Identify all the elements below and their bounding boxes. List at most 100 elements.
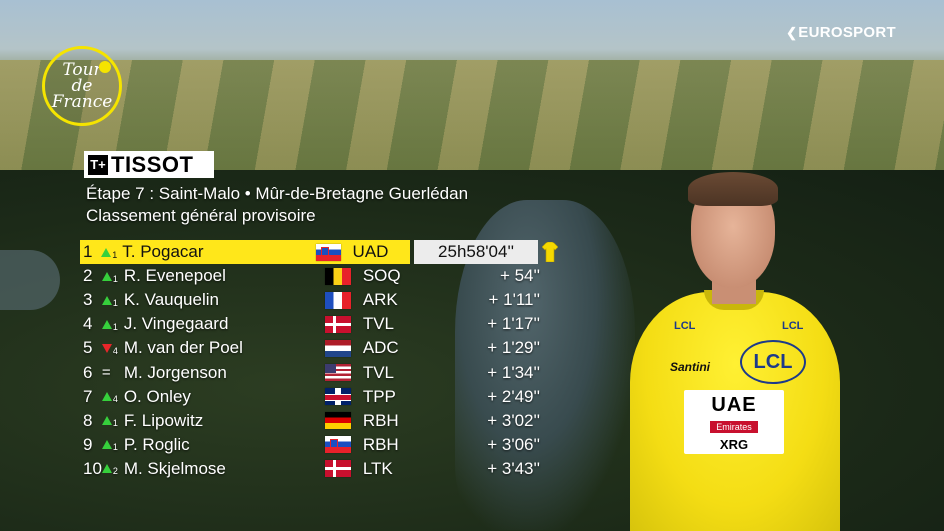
position: 7 — [83, 386, 93, 406]
position: 4 — [83, 314, 93, 334]
time-gap: + 54'' — [499, 266, 541, 286]
arrow-up-icon — [101, 247, 112, 257]
time-gap: + 2'49'' — [487, 386, 541, 406]
arrow-up-icon — [101, 392, 112, 402]
rider-name: M. Skjelmose — [123, 458, 226, 478]
arrow-up-icon — [101, 440, 112, 450]
position-change-count: 4 — [112, 394, 118, 405]
position-change: 4 — [101, 392, 124, 405]
standings-row: 8 1 F. Lipowitz RBH + 3'02'' — [80, 409, 540, 433]
team-code: ADC — [362, 338, 399, 358]
position-change: 4 — [101, 343, 124, 356]
position: 2 — [83, 266, 93, 286]
position-change: 1 — [101, 440, 124, 453]
team-code: RBH — [362, 434, 399, 454]
standings-row: 10 2 M. Skjelmose LTK + 3'43'' — [80, 457, 540, 481]
standings-row: 5 4 M. van der Poel ADC + 1'29'' — [80, 336, 540, 360]
standings-row: 6 = M. Jorgenson TVL + 1'34'' — [80, 360, 540, 384]
flag-us-icon — [324, 364, 351, 382]
position-change-count: 1 — [112, 297, 118, 308]
time-gap: + 3'02'' — [487, 410, 541, 430]
arrow-up-icon — [101, 464, 112, 474]
flag-nl-icon — [324, 339, 351, 357]
position: 3 — [83, 290, 93, 310]
time-gap: + 1'34'' — [487, 362, 541, 382]
standings-row: 9 1 P. Roglic RBH + 3'06'' — [80, 433, 540, 457]
standings-table: 1 1 T. Pogacar UAD 25h58'04'' 2 1 R. Evenepoel S… — [80, 240, 558, 481]
sky-background — [0, 0, 944, 70]
standings-row: 1 1 T. Pogacar UAD 25h58'04'' — [80, 240, 558, 265]
flag-dk-icon — [324, 460, 351, 478]
team-code: TVL — [362, 362, 394, 382]
rider-name: J. Vingegaard — [123, 314, 229, 334]
position-change: 1 — [101, 271, 124, 284]
santini-logo: Santini — [670, 360, 711, 374]
position: 5 — [83, 338, 93, 358]
leader-time: 25h58'04'' — [414, 240, 538, 264]
position-change-count: 1 — [112, 321, 118, 332]
sponsor-name: TISSOT — [111, 151, 194, 177]
swiss-cross-icon: T+ — [88, 154, 108, 175]
time-gap: + 1'11'' — [488, 290, 541, 310]
standings-row: 2 1 R. Evenepoel SOQ + 54'' — [80, 264, 540, 288]
team-code: TVL — [362, 314, 394, 334]
flag-de-icon — [324, 412, 351, 430]
rider-hair — [688, 172, 778, 206]
position: 1 — [83, 242, 93, 262]
team-code: ARK — [362, 290, 398, 310]
flag-be-icon — [324, 267, 351, 285]
time-gap: + 3'06'' — [487, 434, 541, 454]
rider-name: R. Evenepoel — [123, 266, 226, 286]
lcl-logo: LCL — [740, 340, 806, 384]
tour-de-france-logo: Tour de France — [42, 46, 122, 126]
team-code: SOQ — [362, 266, 401, 286]
time-gap: + 3'43'' — [487, 458, 541, 478]
position: 10 — [83, 458, 102, 478]
time-gap: + 1'17'' — [487, 314, 541, 334]
position-change-count: 1 — [112, 418, 118, 429]
arrow-down-icon — [101, 343, 112, 353]
uae-team-logo: UAE Emirates XRG — [684, 390, 784, 454]
standings-row: 7 4 O. Onley TPP + 2'49'' — [80, 385, 540, 409]
team-code: UAD — [352, 242, 389, 262]
position-change: 1 — [101, 247, 122, 260]
arrow-up-icon — [101, 271, 112, 281]
position-change: 1 — [101, 319, 124, 332]
team-code: RBH — [362, 410, 399, 430]
yellow-jersey-icon — [542, 242, 558, 262]
position-change: = — [102, 364, 124, 381]
position-change: 1 — [101, 416, 124, 429]
position: 6 — [83, 362, 93, 382]
position-change: 2 — [101, 464, 124, 477]
arrow-up-icon — [101, 416, 112, 426]
position: 9 — [83, 434, 93, 454]
arrow-up-icon — [101, 295, 112, 305]
position-change-count: 1 — [112, 249, 118, 260]
time-gap: + 1'29'' — [487, 338, 541, 358]
no-change-icon: = — [101, 364, 111, 382]
sun-icon — [99, 61, 111, 73]
rider-name: M. van der Poel — [123, 338, 243, 358]
flag-si-icon — [324, 436, 351, 454]
rider-name: K. Vauquelin — [123, 290, 219, 310]
rider-name: O. Onley — [123, 386, 191, 406]
tissot-sponsor: T+ TISSOT — [84, 151, 214, 178]
standings-row: 4 1 J. Vingegaard TVL + 1'17'' — [80, 312, 540, 336]
position-change-count: 4 — [112, 345, 118, 356]
rider-name: M. Jorgenson — [123, 362, 227, 382]
position-change-count: 1 — [112, 442, 118, 453]
position-change-count: 2 — [112, 466, 118, 477]
flag-dk-icon — [324, 315, 351, 333]
team-code: LTK — [362, 458, 393, 478]
flag-fr-icon — [324, 291, 351, 309]
flag-gb-icon — [324, 388, 351, 406]
team-code: TPP — [362, 386, 396, 406]
rider-name: P. Roglic — [123, 434, 190, 454]
flag-si-icon — [315, 243, 341, 261]
rider-name: T. Pogacar — [122, 242, 204, 262]
arrow-up-icon — [101, 319, 112, 329]
position-change: 1 — [101, 295, 124, 308]
lcl-shoulder-left: LCL — [674, 320, 696, 332]
lake-background — [0, 250, 60, 310]
classification-title: Classement général provisoire — [86, 206, 316, 225]
